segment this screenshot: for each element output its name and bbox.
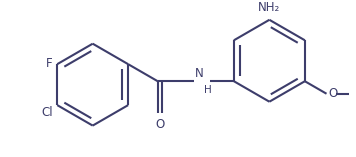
Text: O: O [155, 118, 164, 131]
Text: O: O [329, 87, 338, 100]
Text: N: N [195, 67, 204, 80]
Text: NH₂: NH₂ [258, 1, 281, 14]
Text: H: H [204, 85, 212, 95]
Text: F: F [46, 57, 53, 70]
Text: Cl: Cl [41, 106, 53, 119]
